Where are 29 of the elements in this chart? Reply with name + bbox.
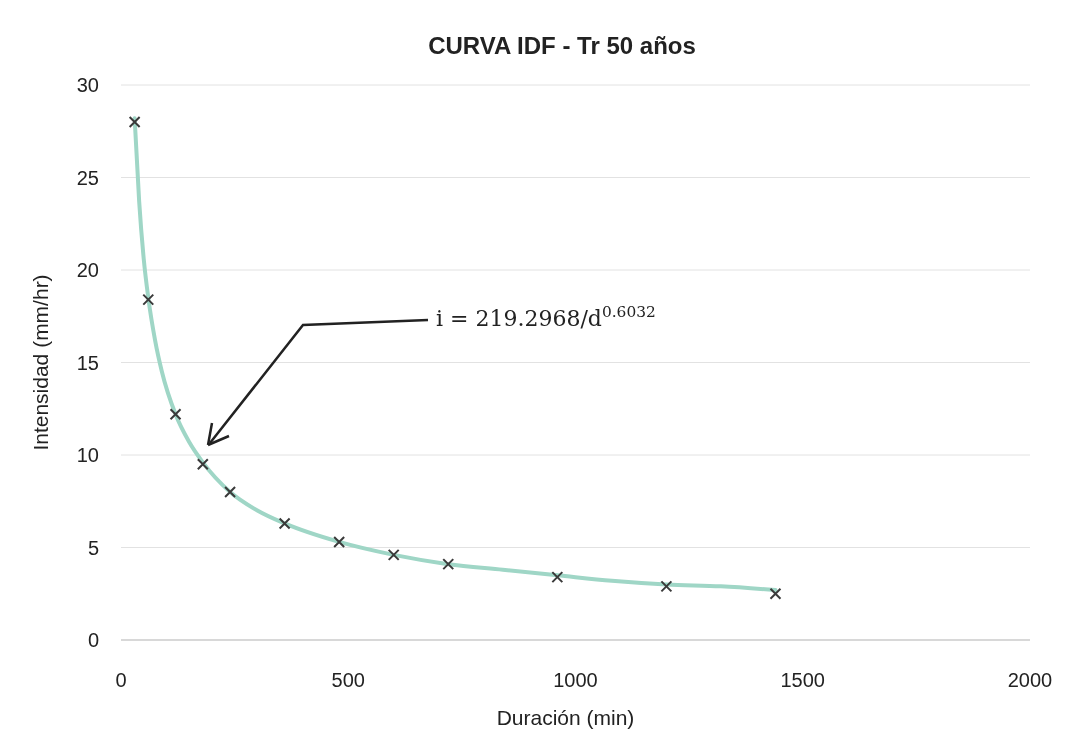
point — [551, 571, 564, 584]
y-tick-label: 30 — [76, 74, 99, 96]
x-tick-label: 1500 — [780, 669, 825, 691]
y-tick-label: 5 — [87, 536, 99, 559]
x-axis-title: Duración (min) — [496, 706, 635, 729]
y-tick-label: 0 — [87, 629, 99, 651]
y-tick-label: 20 — [76, 259, 99, 281]
x-tick-label: 1000 — [553, 669, 598, 691]
line-series — [132, 116, 778, 593]
point — [128, 116, 141, 128]
point — [278, 517, 291, 530]
x-tick-label: 500 — [331, 669, 365, 691]
y-tick-label: 10 — [76, 444, 99, 466]
y-tick-label: 15 — [76, 351, 99, 374]
x-tick-label: 2000 — [1007, 669, 1053, 691]
x-tick-label: 0 — [115, 669, 127, 691]
chart-title: CURVA IDF - Tr 50 años — [428, 32, 696, 59]
point — [142, 293, 155, 306]
point — [660, 580, 673, 593]
point — [169, 408, 182, 421]
point — [333, 535, 346, 548]
y-tick-label: 25 — [76, 166, 99, 189]
y-axis-title: Intensidad (mm/hr) — [29, 274, 52, 451]
point — [196, 458, 209, 471]
point — [387, 548, 400, 561]
point — [442, 558, 455, 571]
annotation: i = 219.2968/d$^{0.6032}$ — [436, 303, 656, 331]
point — [224, 486, 237, 498]
point — [769, 587, 782, 600]
